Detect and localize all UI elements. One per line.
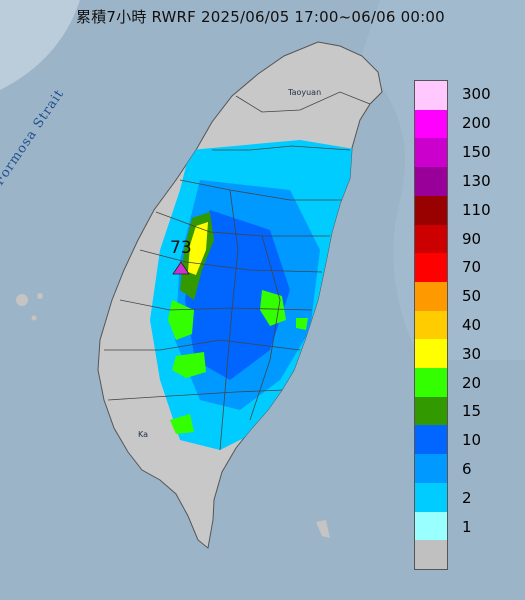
legend-label: 90 bbox=[462, 229, 482, 248]
legend-swatch bbox=[415, 167, 447, 196]
legend-swatch bbox=[415, 81, 447, 110]
place-label-taoyuan: Taoyuan bbox=[288, 88, 322, 97]
legend-swatch bbox=[415, 339, 447, 369]
legend-swatch bbox=[415, 482, 447, 512]
map-title: 累積7小時 RWRF 2025/06/05 17:00~06/06 00:00 bbox=[76, 8, 445, 26]
legend-swatch bbox=[415, 109, 447, 139]
legend-label: 10 bbox=[462, 431, 482, 450]
legend-label: 1 bbox=[462, 517, 472, 536]
max-rain-value: 73 bbox=[170, 238, 192, 258]
legend-swatch bbox=[415, 253, 447, 282]
max-rain-marker-icon bbox=[172, 261, 190, 275]
legend-label: 15 bbox=[462, 402, 482, 421]
legend-label: 130 bbox=[462, 171, 491, 190]
legend-label: 150 bbox=[462, 143, 491, 162]
legend-label: 2 bbox=[462, 488, 472, 507]
legend-swatch bbox=[415, 396, 447, 426]
legend-swatch bbox=[415, 425, 447, 455]
place-label-ka: Ka bbox=[138, 430, 149, 439]
legend-label: 30 bbox=[462, 344, 482, 363]
legend-swatch bbox=[415, 310, 447, 340]
legend-labels: 300 200 150 130 110 90 70 50 40 30 20 15 10 6 2 1 bbox=[462, 80, 522, 570]
legend-swatch bbox=[415, 224, 447, 254]
legend-swatch bbox=[415, 138, 447, 168]
legend-label: 20 bbox=[462, 373, 482, 392]
legend-swatch bbox=[415, 511, 447, 541]
legend-swatch bbox=[415, 540, 447, 569]
color-legend bbox=[414, 80, 448, 570]
legend-label: 50 bbox=[462, 287, 482, 306]
legend-swatch bbox=[415, 454, 447, 483]
legend-label: 110 bbox=[462, 200, 491, 219]
taiwan-island bbox=[97, 41, 383, 549]
legend-swatch bbox=[415, 281, 447, 311]
legend-label: 300 bbox=[462, 85, 491, 104]
legend-swatch bbox=[415, 195, 447, 225]
legend-label: 40 bbox=[462, 316, 482, 334]
legend-swatch bbox=[415, 368, 447, 397]
legend-label: 6 bbox=[462, 460, 472, 479]
legend-label: 70 bbox=[462, 258, 482, 277]
legend-label: 200 bbox=[462, 114, 491, 133]
